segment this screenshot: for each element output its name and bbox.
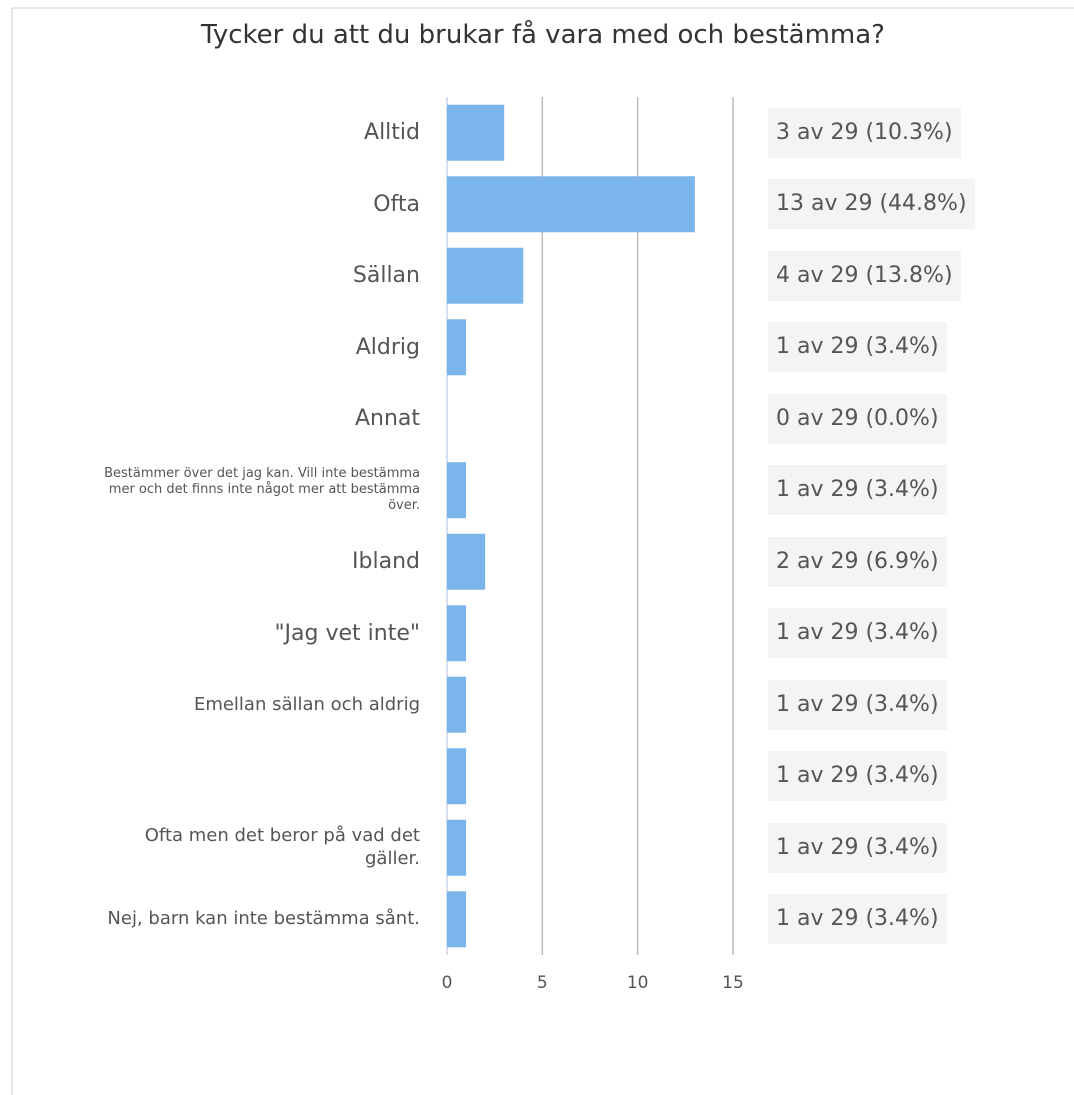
y-tick-label: Alltid <box>364 120 420 145</box>
value-label: 13 av 29 (44.8%) <box>768 179 975 230</box>
y-tick-label: Sällan <box>352 263 420 288</box>
value-label: 1 av 29 (3.4%) <box>768 465 947 516</box>
bar <box>447 176 695 233</box>
bar <box>447 104 505 161</box>
chart-title: Tycker du att du brukar få vara med och … <box>201 20 885 50</box>
value-label: 1 av 29 (3.4%) <box>768 608 947 659</box>
value-label: 1 av 29 (3.4%) <box>768 679 947 730</box>
value-label: 1 av 29 (3.4%) <box>768 894 947 945</box>
value-label: 0 av 29 (0.0%) <box>768 393 947 444</box>
value-label: 3 av 29 (10.3%) <box>768 107 961 158</box>
y-tick-label: Ibland <box>352 549 420 574</box>
bar <box>447 605 467 662</box>
bar <box>447 891 467 948</box>
y-tick-label: Annat <box>354 406 420 431</box>
y-tick-label: Ofta men det beror på vad det gäller. <box>144 825 420 869</box>
y-tick-label: "Jag vet inte" <box>274 620 420 646</box>
x-tick-label: 10 <box>627 973 649 993</box>
bar <box>447 819 467 876</box>
x-tick-label: 0 <box>442 973 453 993</box>
value-label: 1 av 29 (3.4%) <box>768 322 947 373</box>
x-tick-label: 5 <box>537 973 548 993</box>
bar <box>447 247 524 304</box>
y-tick-label: Ofta <box>373 191 420 217</box>
bar <box>447 319 467 376</box>
value-label: 1 av 29 (3.4%) <box>768 751 947 802</box>
y-tick-label: Emellan sällan och aldrig <box>193 693 420 715</box>
y-tick-label: Bestämmer över det jag kan. Vill inte be… <box>104 465 420 514</box>
bar <box>447 748 467 805</box>
x-tick-label: 15 <box>722 973 744 993</box>
value-label: 4 av 29 (13.8%) <box>768 250 961 301</box>
y-tick-label: Nej, barn kan inte bestämma sånt. <box>107 908 420 929</box>
y-tick-label <box>90 741 420 813</box>
bar <box>447 676 467 733</box>
value-label: 2 av 29 (6.9%) <box>768 536 947 587</box>
y-tick-label: Aldrig <box>355 334 420 360</box>
value-label: 1 av 29 (3.4%) <box>768 822 947 873</box>
bar <box>447 462 467 519</box>
bar <box>447 533 486 590</box>
